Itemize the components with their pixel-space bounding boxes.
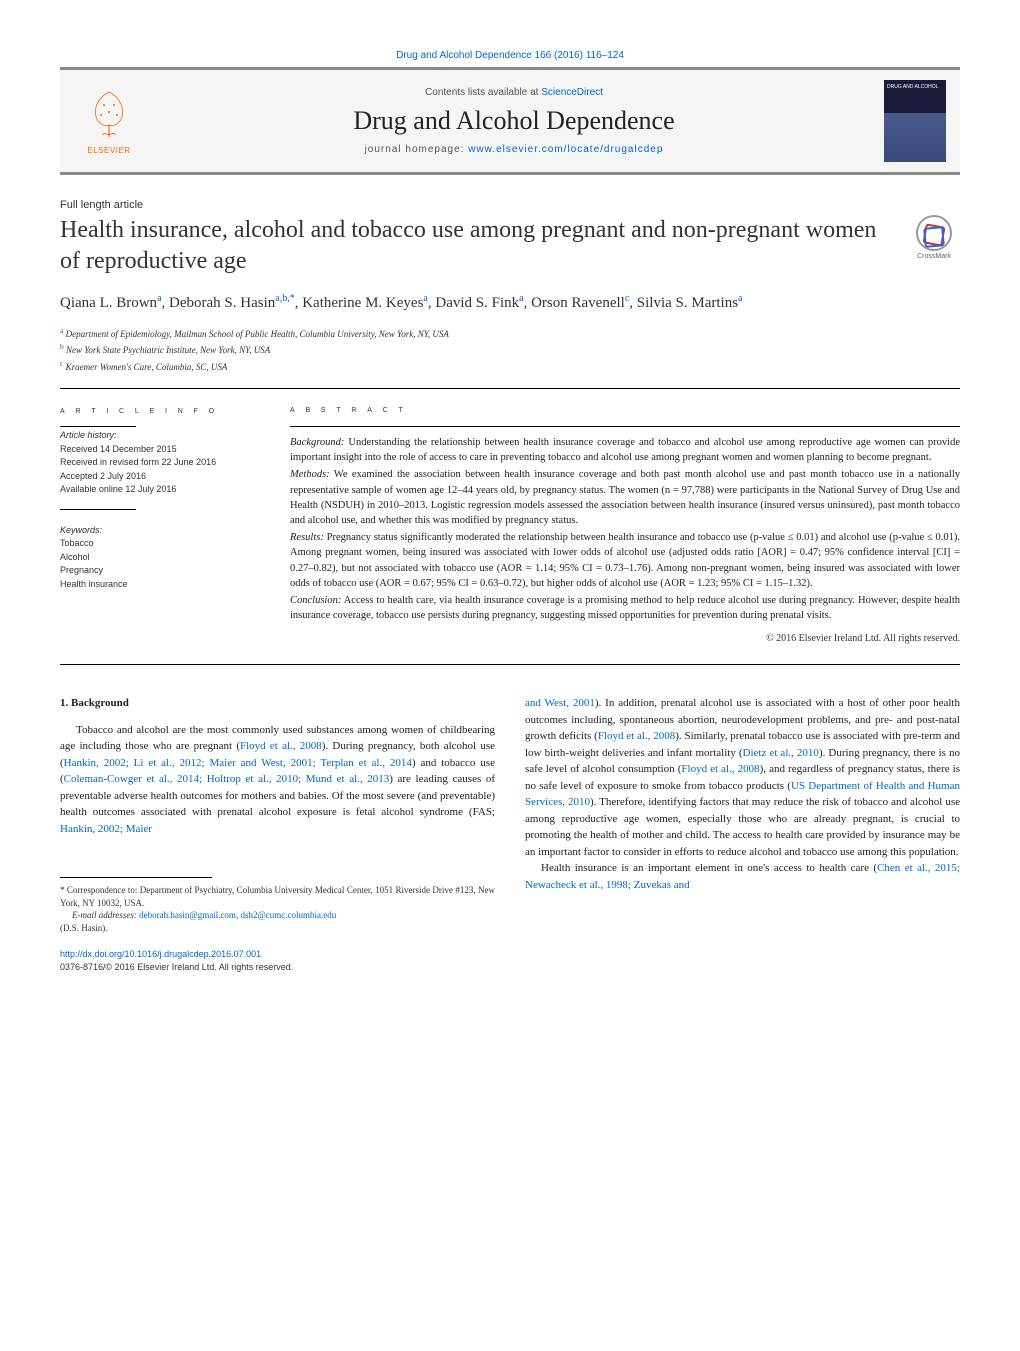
sciencedirect-link[interactable]: ScienceDirect	[541, 87, 603, 98]
affiliation-line: a Department of Epidemiology, Mailman Sc…	[60, 325, 960, 342]
body-columns: 1. Background Tobacco and alcohol are th…	[60, 695, 960, 974]
accepted-date: Accepted 2 July 2016	[60, 470, 260, 484]
footnote-separator	[60, 877, 212, 878]
affiliation-line: c Kraemer Women's Care, Columbia, SC, US…	[60, 358, 960, 375]
email-link[interactable]: deborah.hasin@gmail.com	[139, 910, 236, 920]
results-label: Results:	[290, 532, 324, 543]
doi-block: http://dx.doi.org/10.1016/j.drugalcdep.2…	[60, 948, 495, 973]
conclusion-label: Conclusion:	[290, 595, 341, 606]
crossmark-label: CrossMark	[917, 253, 951, 260]
ref-link[interactable]: Floyd et al., 2008	[598, 730, 675, 742]
article-info-column: a r t i c l e i n f o Article history: R…	[60, 403, 260, 646]
crossmark-badge[interactable]: CrossMark	[908, 215, 960, 267]
email-author: (D.S. Hasin).	[60, 922, 495, 935]
keywords-label: Keywords:	[60, 524, 260, 538]
body-paragraph: Tobacco and alcohol are the most commonl…	[60, 722, 495, 838]
header-panel: ELSEVIER Contents lists available at Sci…	[60, 70, 960, 175]
email-link[interactable]: dsh2@cumc.columbia.edu	[240, 910, 336, 920]
section-heading: 1. Background	[60, 695, 495, 712]
doi-link[interactable]: http://dx.doi.org/10.1016/j.drugalcdep.2…	[60, 949, 261, 959]
keyword: Health insurance	[60, 578, 260, 592]
body-text: Health insurance is an important element…	[541, 862, 877, 874]
article-info-heading: a r t i c l e i n f o	[60, 403, 260, 418]
elsevier-logo[interactable]: ELSEVIER	[74, 81, 144, 161]
left-column: 1. Background Tobacco and alcohol are th…	[60, 695, 495, 974]
elsevier-tree-icon	[84, 87, 134, 142]
ref-link[interactable]: Hankin, 2002; Li et al., 2012; Maier and…	[64, 757, 412, 769]
divider	[60, 388, 960, 389]
ref-link[interactable]: Coleman-Cowger et al., 2014; Holtrop et …	[64, 773, 390, 785]
authors-list: Qiana L. Browna, Deborah S. Hasina,b,*, …	[60, 291, 960, 315]
abstract-background: Understanding the relationship between h…	[290, 437, 960, 463]
journal-name: Drug and Alcohol Dependence	[144, 106, 884, 136]
divider	[60, 664, 960, 665]
abstract-conclusion: Access to health care, via health insura…	[290, 595, 960, 621]
body-paragraph: Health insurance is an important element…	[525, 860, 960, 893]
ref-link[interactable]: Floyd et al., 2008	[681, 763, 759, 775]
keywords-list: TobaccoAlcoholPregnancyHealth insurance	[60, 537, 260, 591]
elsevier-label: ELSEVIER	[87, 146, 130, 155]
section-title: Background	[71, 697, 129, 709]
cover-text: DRUG AND ALCOHOL	[887, 84, 938, 90]
keyword: Alcohol	[60, 551, 260, 565]
affiliations: a Department of Epidemiology, Mailman Sc…	[60, 325, 960, 375]
ref-link[interactable]: Floyd et al., 2008	[240, 740, 322, 752]
body-paragraph: and West, 2001). In addition, prenatal a…	[525, 695, 960, 860]
right-column: and West, 2001). In addition, prenatal a…	[525, 695, 960, 974]
received-date: Received 14 December 2015	[60, 443, 260, 457]
article-type: Full length article	[60, 199, 960, 211]
issn-line: 0376-8716/© 2016 Elsevier Ireland Ltd. A…	[60, 962, 293, 972]
header-citation: Drug and Alcohol Dependence 166 (2016) 1…	[60, 50, 960, 61]
affiliation-line: b New York State Psychiatric Institute, …	[60, 341, 960, 358]
homepage-prefix: journal homepage:	[365, 144, 469, 155]
ref-link[interactable]: and West, 2001	[525, 697, 595, 709]
ref-link[interactable]: Hankin, 2002; Maier	[60, 823, 152, 835]
keyword: Tobacco	[60, 537, 260, 551]
crossmark-icon	[916, 215, 952, 251]
methods-label: Methods:	[290, 469, 330, 480]
correspondence-text: Correspondence to: Department of Psychia…	[60, 885, 495, 908]
body-text: ). Therefore, identifying factors that m…	[525, 796, 960, 858]
section-number: 1.	[60, 697, 68, 709]
copyright: © 2016 Elsevier Ireland Ltd. All rights …	[290, 632, 960, 647]
revised-date: Received in revised form 22 June 2016	[60, 456, 260, 470]
online-date: Available online 12 July 2016	[60, 483, 260, 497]
journal-cover-thumbnail[interactable]: DRUG AND ALCOHOL	[884, 80, 946, 162]
footnotes: * Correspondence to: Department of Psych…	[60, 884, 495, 934]
divider	[290, 426, 960, 427]
divider-short	[60, 426, 136, 427]
journal-homepage: journal homepage: www.elsevier.com/locat…	[144, 144, 884, 155]
contents-prefix: Contents lists available at	[425, 87, 541, 98]
corr-asterisk: *	[60, 885, 65, 895]
article-title: Health insurance, alcohol and tobacco us…	[60, 215, 888, 277]
history-label: Article history:	[60, 429, 260, 443]
abstract-heading: a b s t r a c t	[290, 403, 960, 418]
abstract-results: Pregnancy status significantly moderated…	[290, 532, 960, 589]
keyword: Pregnancy	[60, 564, 260, 578]
background-label: Background:	[290, 437, 344, 448]
ref-link[interactable]: Dietz et al., 2010	[743, 747, 819, 759]
homepage-link[interactable]: www.elsevier.com/locate/drugalcdep	[468, 144, 663, 155]
abstract-methods: We examined the association between heal…	[290, 469, 960, 526]
abstract-column: a b s t r a c t Background: Understandin…	[290, 403, 960, 646]
divider-short	[60, 509, 136, 510]
contents-available: Contents lists available at ScienceDirec…	[144, 87, 884, 98]
email-label: E-mail addresses:	[72, 910, 137, 920]
